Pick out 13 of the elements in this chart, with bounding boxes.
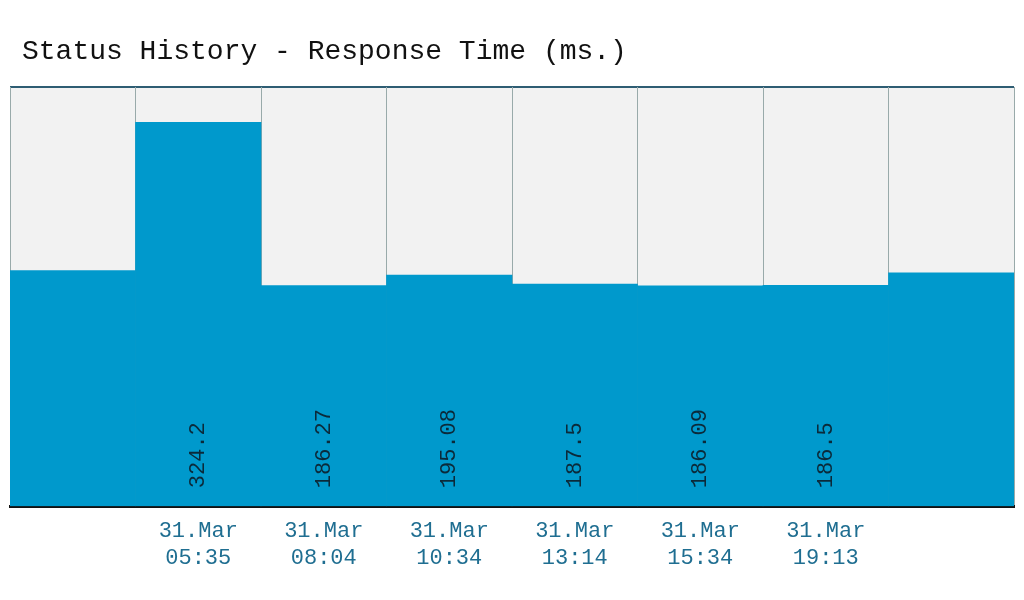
x-tick-label: 31.Mar 10:34 (409, 519, 489, 571)
chart-title: Status History - Response Time (ms.) (21, 35, 628, 69)
x-tick-label: 31.Mar 05:35 (158, 519, 238, 571)
data-label: 324.2 (186, 422, 212, 489)
data-label: 186.5 (813, 422, 839, 489)
x-tick-label: 31.Mar 15:34 (660, 519, 740, 571)
data-label: 187.5 (562, 422, 588, 489)
x-tick-label: 31.Mar 19:13 (786, 519, 866, 571)
x-tick-label: 31.Mar 13:14 (535, 519, 615, 571)
data-label: 195.08 (437, 408, 463, 489)
data-label: 186.09 (688, 408, 714, 489)
x-tick-label: 31.Mar 08:04 (284, 519, 364, 571)
data-label: 186.27 (311, 408, 337, 489)
